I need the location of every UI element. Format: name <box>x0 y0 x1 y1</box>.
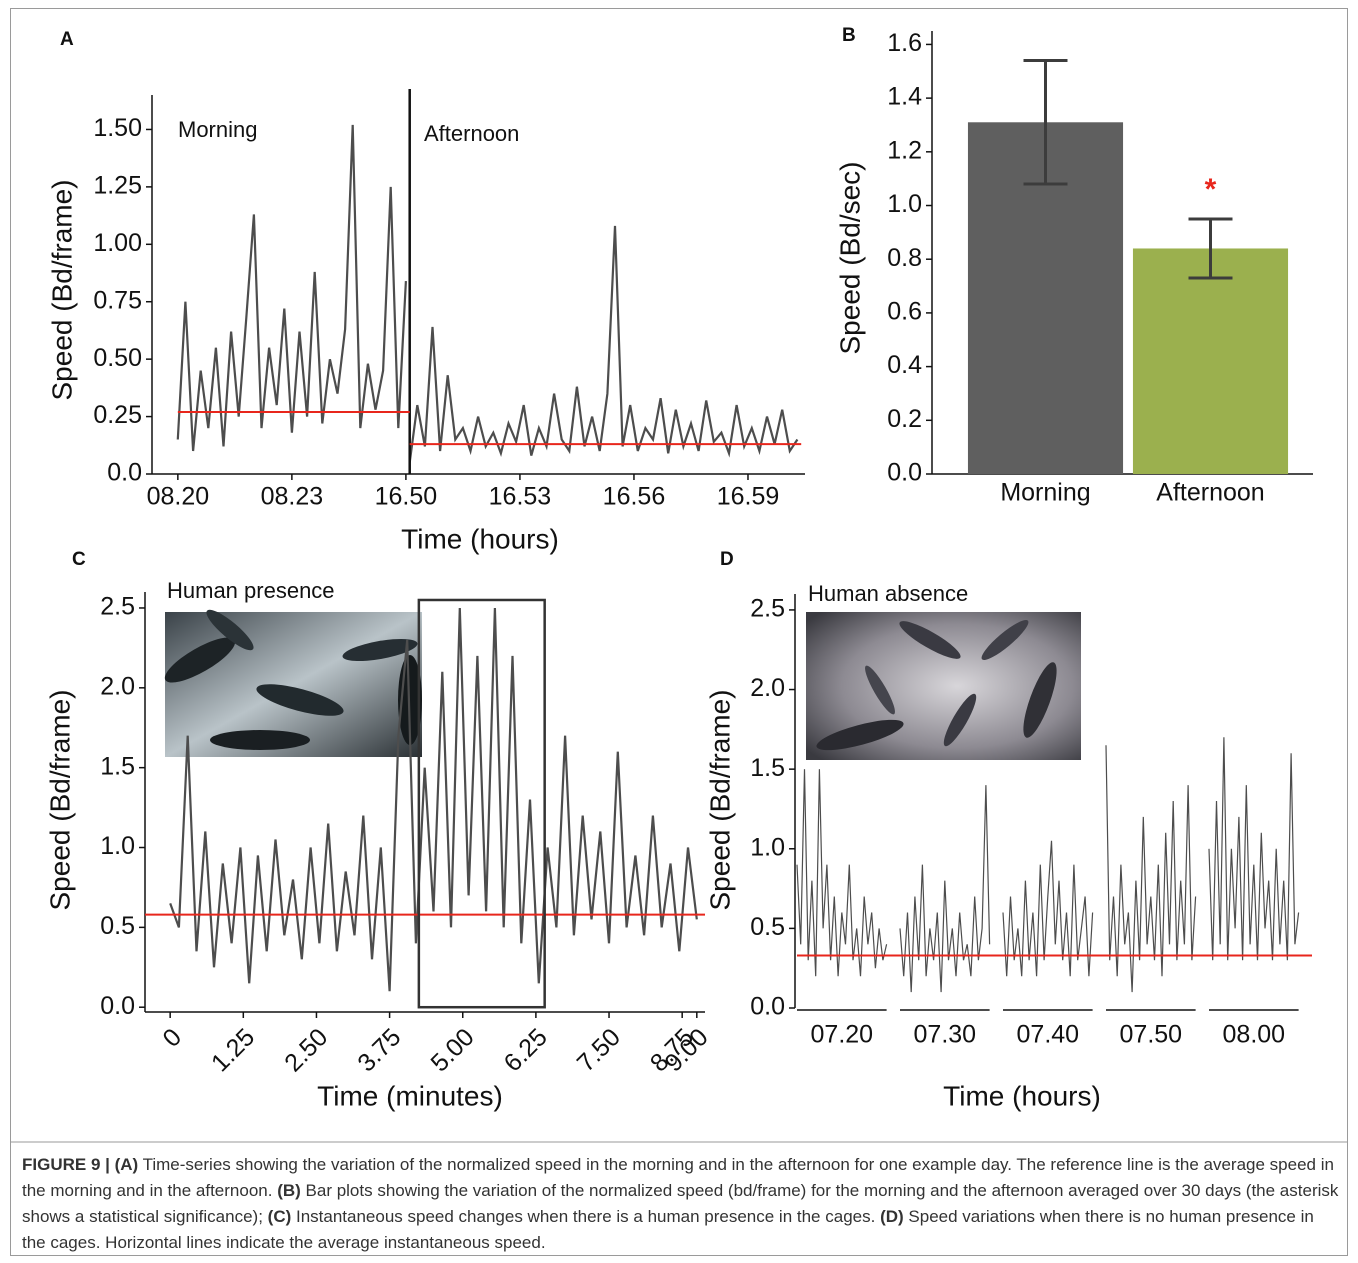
x-tick-label: 1.25 <box>206 1023 260 1077</box>
y-tick-label: 2.5 <box>750 595 785 623</box>
x-tick-label: 07.20 <box>811 1021 874 1049</box>
x-tick-label: 6.25 <box>499 1023 553 1077</box>
y-axis-label: Speed (Bd/frame) <box>704 690 735 911</box>
inset-photo-d <box>806 612 1081 760</box>
y-tick-label: 1.0 <box>750 833 785 861</box>
x-tick-label: 07.50 <box>1120 1021 1183 1049</box>
bar <box>1132 248 1289 474</box>
caption-bold: (B) <box>277 1181 301 1200</box>
y-tick-label: 0.0 <box>750 993 785 1021</box>
highlight-box <box>417 598 546 1009</box>
y-tick-label: 0.75 <box>93 286 142 314</box>
y-tick-label: 1.4 <box>887 83 922 111</box>
x-tick-label: 08.00 <box>1223 1021 1286 1049</box>
y-tick-label: 0.50 <box>93 344 142 372</box>
annotation: Morning <box>178 117 257 142</box>
data-line <box>1002 840 1094 977</box>
x-axis-label: Time (hours) <box>943 1080 1101 1111</box>
y-axis-label: Speed (Bd/frame) <box>44 690 75 911</box>
y-axis-label: Speed (Bd/frame) <box>46 180 77 401</box>
significance-marker: * <box>1205 173 1217 206</box>
data-line <box>408 225 799 463</box>
x-tick-label: 16.59 <box>717 483 780 511</box>
inset-title: Human absence <box>808 581 968 606</box>
y-tick-label: 1.6 <box>887 29 922 57</box>
data-line <box>1208 737 1300 961</box>
caption-bold: (D) <box>880 1207 904 1226</box>
x-tick-label: 3.75 <box>352 1023 406 1077</box>
y-tick-label: 1.5 <box>750 754 785 782</box>
data-line <box>176 124 407 452</box>
caption-text: Speed variations when there is no human … <box>22 1207 1314 1252</box>
caption-bold: (C) <box>267 1207 292 1226</box>
data-line <box>899 785 991 993</box>
x-tick-label: 5.00 <box>425 1023 479 1077</box>
y-tick-label: 1.50 <box>93 114 142 142</box>
panel-letter: C <box>72 549 86 570</box>
y-tick-label: 1.0 <box>100 832 135 860</box>
x-tick-label: 16.53 <box>489 483 552 511</box>
y-tick-label: 2.0 <box>750 674 785 702</box>
x-tick-label: 07.30 <box>914 1021 977 1049</box>
panel-letter: D <box>720 549 734 570</box>
figure-frame <box>10 8 1348 1256</box>
y-tick-label: 0.5 <box>100 912 135 940</box>
y-tick-label: 0.8 <box>887 244 922 272</box>
panel-letter: A <box>60 29 74 50</box>
x-tick-label: 2.50 <box>279 1023 333 1077</box>
inset-title: Human presence <box>167 578 335 603</box>
annotation: Afternoon <box>424 121 519 146</box>
x-tick-label: Afternoon <box>1156 479 1264 507</box>
y-tick-label: 0.25 <box>93 401 142 429</box>
y-tick-label: 1.2 <box>887 136 922 164</box>
y-tick-label: 1.25 <box>93 171 142 199</box>
inset-photo-c <box>164 609 422 757</box>
y-tick-label: 1.5 <box>100 752 135 780</box>
x-tick-label: 08.23 <box>261 483 324 511</box>
caption-bold: FIGURE 9 | (A) <box>22 1155 139 1174</box>
error-bar <box>1188 217 1233 280</box>
x-tick-label: Morning <box>1000 479 1090 507</box>
caption-text: Instantaneous speed changes when there i… <box>291 1207 881 1226</box>
x-axis-label: Time (minutes) <box>317 1080 503 1111</box>
caption-text: Bar plots showing the variation of the n… <box>22 1181 1339 1226</box>
error-bar <box>1023 59 1068 186</box>
figure-caption: FIGURE 9 | (A) Time-series showing the v… <box>22 1152 1340 1256</box>
y-tick-label: 0.0 <box>107 459 142 487</box>
y-tick-label: 0.2 <box>887 405 922 433</box>
panel-letter: B <box>842 25 856 46</box>
data-line <box>169 607 698 992</box>
x-tick-label: 0 <box>157 1023 187 1053</box>
y-tick-label: 0.5 <box>750 913 785 941</box>
data-line <box>1105 745 1197 993</box>
x-tick-label: 16.50 <box>375 483 438 511</box>
y-tick-label: 0.0 <box>887 459 922 487</box>
data-line <box>796 769 888 977</box>
y-axis-label: Speed (Bd/sec) <box>834 162 865 355</box>
caption-text: Time-series showing the variation of the… <box>22 1155 1334 1200</box>
y-tick-label: 2.0 <box>100 672 135 700</box>
y-tick-label: 2.5 <box>100 593 135 621</box>
y-tick-label: 1.00 <box>93 229 142 257</box>
y-tick-label: 1.0 <box>887 190 922 218</box>
y-tick-label: 0.6 <box>887 298 922 326</box>
x-tick-label: 7.50 <box>572 1023 626 1077</box>
x-axis-label: Time (hours) <box>401 523 559 554</box>
x-tick-label: 16.56 <box>603 483 666 511</box>
y-tick-label: 0.0 <box>100 992 135 1020</box>
x-tick-label: 07.40 <box>1017 1021 1080 1049</box>
x-tick-label: 08.20 <box>147 483 210 511</box>
y-tick-label: 0.4 <box>887 351 922 379</box>
